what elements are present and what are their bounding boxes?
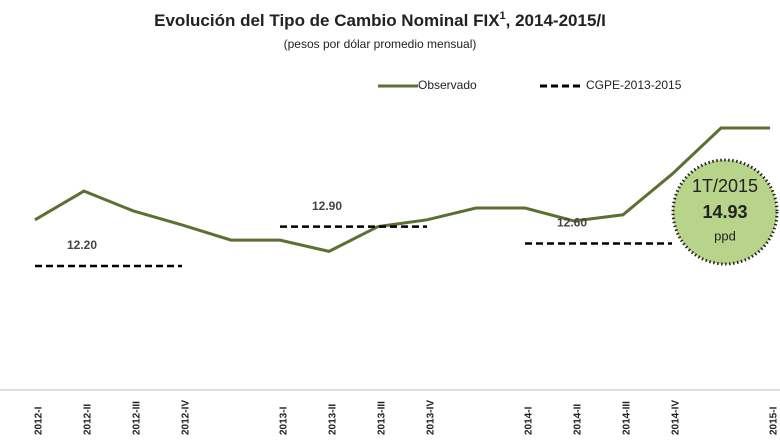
x-tick-label: 2013-II bbox=[328, 404, 339, 435]
legend-label: CGPE-2013-2015 bbox=[586, 78, 682, 92]
title-end: , 2014-2015/I bbox=[506, 11, 606, 30]
x-tick-label: 2012-II bbox=[83, 404, 94, 435]
callout-unit: ppd bbox=[714, 228, 736, 243]
x-tick-label: 2014-II bbox=[573, 404, 584, 435]
chart-title: Evolución del Tipo de Cambio Nominal FIX… bbox=[154, 10, 606, 31]
data-label: 12.90 bbox=[312, 199, 342, 213]
data-label: 12.20 bbox=[67, 238, 97, 252]
callout: 1T/2015 14.93 ppd bbox=[671, 158, 779, 266]
title-superscript: 1 bbox=[500, 10, 506, 22]
title-main: Evolución del Tipo de Cambio Nominal FIX bbox=[154, 11, 500, 30]
x-tick-label: 2013-IV bbox=[426, 400, 437, 435]
series-line bbox=[34, 126, 770, 253]
x-tick-label: 2012-IV bbox=[181, 400, 192, 435]
x-tick-label: 2012-I bbox=[34, 406, 45, 435]
callout-bubble bbox=[671, 158, 779, 266]
callout-value: 14.93 bbox=[702, 202, 747, 222]
x-tick-label: 2013-III bbox=[377, 401, 388, 435]
x-tick-label: 2014-I bbox=[524, 406, 535, 435]
legend-label: Observado bbox=[418, 78, 477, 92]
x-tick-label: 2013-I bbox=[279, 406, 290, 435]
x-tick-label: 2015-I bbox=[769, 406, 780, 435]
x-tick-label: 2014-III bbox=[622, 401, 633, 435]
callout-period: 1T/2015 bbox=[692, 176, 758, 196]
chart-subtitle: (pesos por dólar promedio mensual) bbox=[284, 37, 477, 51]
data-label: 12.60 bbox=[557, 216, 587, 230]
x-tick-label: 2012-III bbox=[132, 401, 143, 435]
x-tick-label: 2014-IV bbox=[671, 400, 682, 435]
